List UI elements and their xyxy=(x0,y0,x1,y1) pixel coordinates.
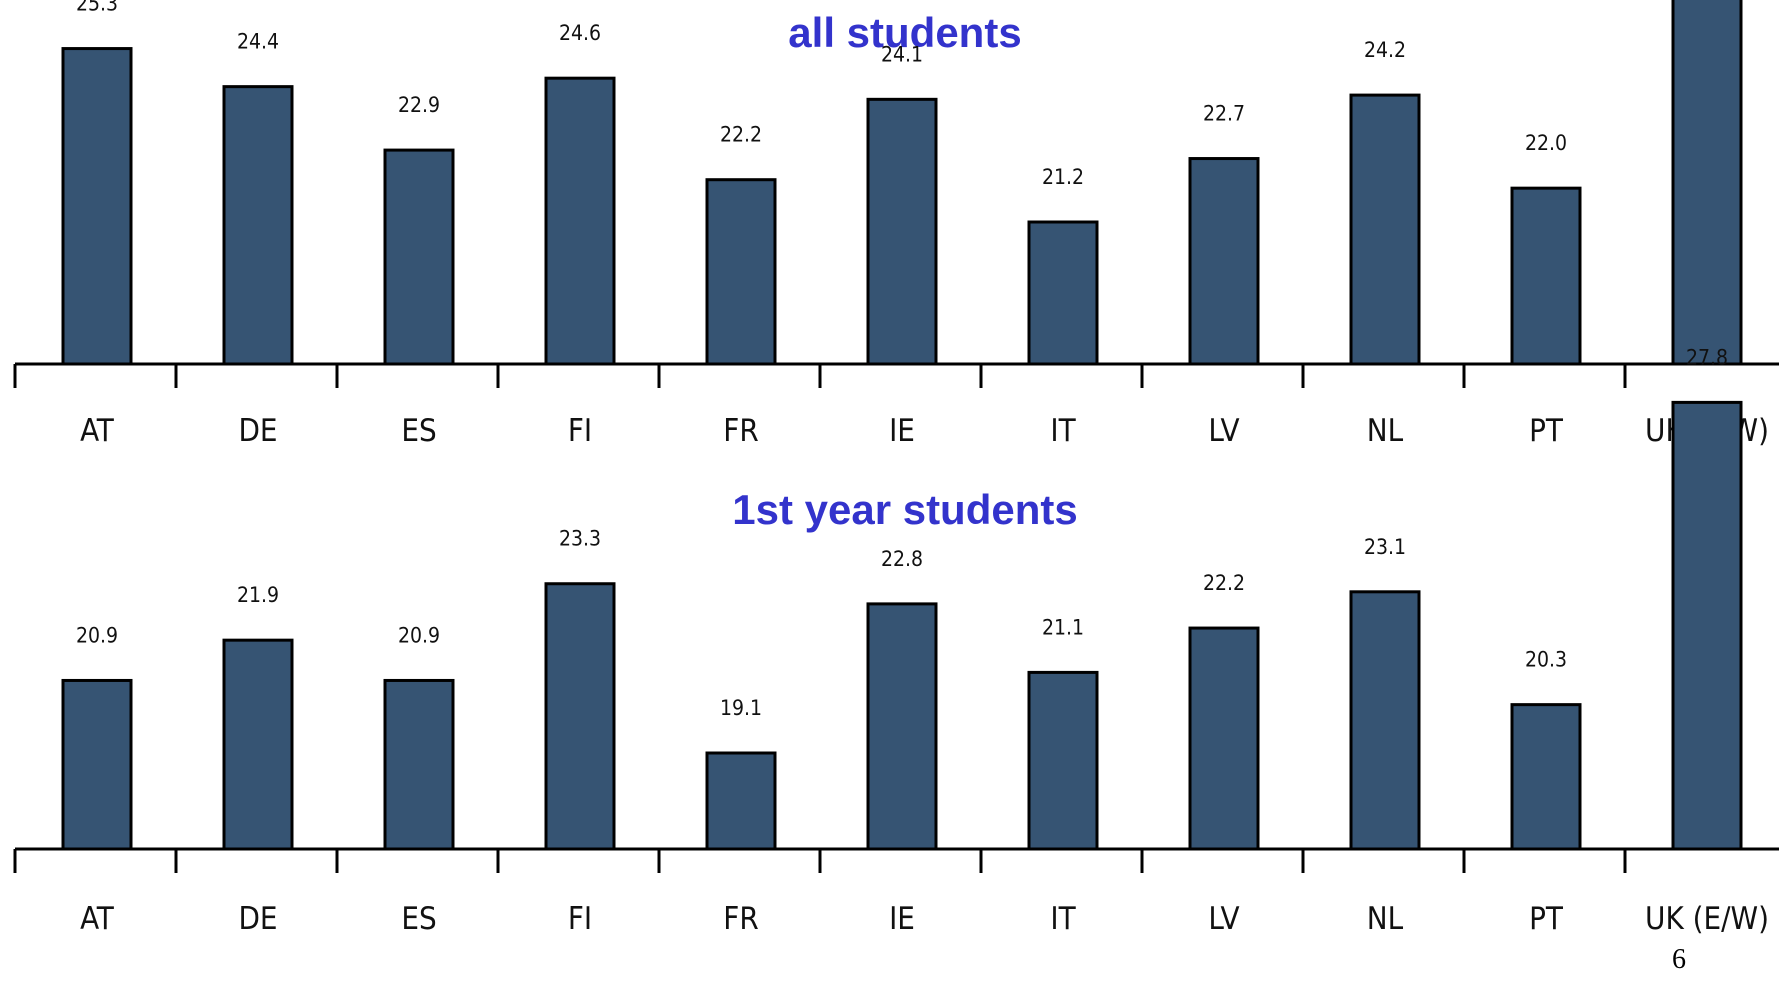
x-tick-label: PT xyxy=(1529,901,1564,937)
bar xyxy=(705,178,777,366)
bar xyxy=(1349,93,1421,366)
x-tick-label: FI xyxy=(568,901,592,937)
x-tick-label: IT xyxy=(1050,901,1076,937)
chart-title: all students xyxy=(788,9,1021,56)
x-tick-label: LV xyxy=(1208,901,1239,937)
data-label: 27.8 xyxy=(1686,345,1728,369)
x-tick-label: FI xyxy=(568,413,592,449)
x-tick-label: DE xyxy=(238,413,277,449)
data-label: 22.2 xyxy=(1203,571,1245,595)
bar xyxy=(866,602,938,851)
x-tick-label: IE xyxy=(889,413,915,449)
x-tick-label: AT xyxy=(80,413,115,449)
bar xyxy=(1349,590,1421,851)
bar xyxy=(544,582,616,851)
bar xyxy=(1188,626,1260,851)
data-label: 20.9 xyxy=(76,623,118,647)
x-tick-label: DE xyxy=(238,901,277,937)
x-tick-label: ES xyxy=(401,901,436,937)
bar xyxy=(866,97,938,366)
bar xyxy=(1027,220,1099,366)
data-label: 22.7 xyxy=(1203,102,1245,126)
bar xyxy=(1188,157,1260,366)
x-tick-label: PT xyxy=(1529,413,1564,449)
data-label: 22.0 xyxy=(1525,131,1567,155)
data-label: 21.9 xyxy=(237,583,279,607)
bar xyxy=(383,678,455,851)
chart-panel-first-year-students: 1st year students 20.9 AT 21.9 DE 20.9 ES 23.3 F… xyxy=(13,345,1779,937)
page-number: 6 xyxy=(1672,944,1686,975)
x-tick-label: NL xyxy=(1367,413,1404,449)
bar xyxy=(222,638,294,851)
data-label: 24.4 xyxy=(237,30,279,54)
data-label: 22.8 xyxy=(881,547,923,571)
data-label: 24.2 xyxy=(1364,38,1406,62)
x-tick-label: UK (E/W) xyxy=(1645,901,1769,937)
x-tick-label: LV xyxy=(1208,413,1239,449)
bar xyxy=(61,678,133,851)
chart-panel-all-students: all students 25.3 AT 24.4 DE 22.9 ES 24.6 FI 22.2… xyxy=(13,0,1779,449)
data-label: 23.1 xyxy=(1364,535,1406,559)
bar xyxy=(383,148,455,366)
bar xyxy=(222,85,294,366)
data-label: 20.9 xyxy=(398,623,440,647)
bar xyxy=(61,47,133,366)
data-label: 22.2 xyxy=(720,123,762,147)
bar xyxy=(1671,0,1743,366)
data-label: 20.3 xyxy=(1525,648,1567,672)
x-tick-label: ES xyxy=(401,413,436,449)
chart-title: 1st year students xyxy=(732,486,1077,533)
x-tick-label: NL xyxy=(1367,901,1404,937)
bar xyxy=(1510,703,1582,851)
x-tick-label: AT xyxy=(80,901,115,937)
data-label: 21.2 xyxy=(1042,165,1084,189)
x-tick-label: IE xyxy=(889,901,915,937)
bar xyxy=(544,76,616,366)
data-label: 24.1 xyxy=(881,42,923,66)
x-tick-label: FR xyxy=(723,901,758,937)
data-label: 23.3 xyxy=(559,527,601,551)
bar xyxy=(1510,186,1582,366)
data-label: 19.1 xyxy=(720,696,762,720)
data-label: 21.1 xyxy=(1042,615,1084,639)
bar xyxy=(1671,400,1743,851)
x-tick-label: IT xyxy=(1050,413,1076,449)
bar xyxy=(705,751,777,851)
data-label: 25.3 xyxy=(76,0,118,16)
data-label: 24.6 xyxy=(559,21,601,45)
bar xyxy=(1027,670,1099,851)
x-tick-label: FR xyxy=(723,413,758,449)
data-label: 22.9 xyxy=(398,93,440,117)
